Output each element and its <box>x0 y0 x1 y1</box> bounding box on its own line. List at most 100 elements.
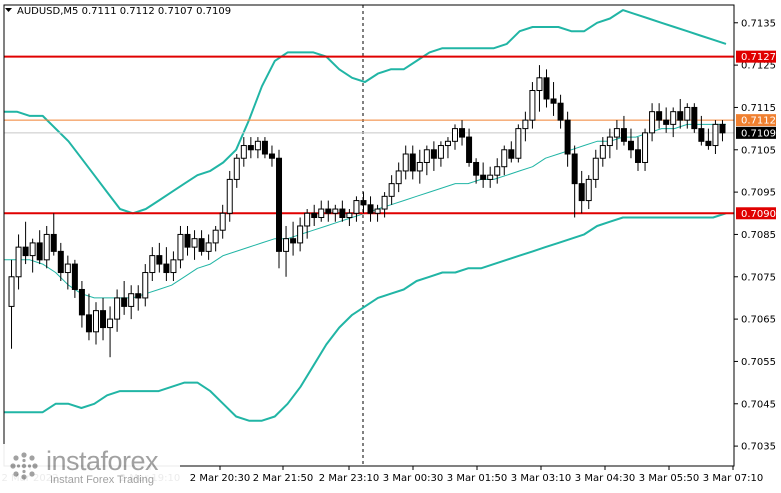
candle-body-bull <box>212 229 219 244</box>
instaforex-logo-icon <box>10 452 38 480</box>
watermark-tagline: Instant Forex Trading <box>50 474 154 486</box>
candle-body-bull <box>142 272 149 299</box>
candle-body-bear <box>430 149 437 159</box>
candle-body-bull <box>240 145 247 159</box>
candle-body-bear <box>121 297 128 307</box>
price-tag-0.7112 <box>736 114 776 127</box>
candle-body-bear <box>543 77 550 100</box>
candle-body-bear <box>311 212 318 219</box>
candle-body-bear <box>22 246 29 257</box>
candle-body-bear <box>571 153 578 185</box>
price-tag-0.7109 <box>736 126 776 139</box>
x-tick-label: 3 Mar 05:50 <box>639 473 699 484</box>
candle-body-bear <box>268 153 275 159</box>
candle-body-bull <box>346 212 353 219</box>
candle-body-bear <box>163 263 170 274</box>
price-tag-label: 0.7112 <box>741 116 776 127</box>
candle-body-bull <box>529 90 536 121</box>
candle-body-bear <box>557 102 564 121</box>
candle-body-bull <box>670 111 677 125</box>
candle-body-bull <box>205 242 212 252</box>
candle-body-bull <box>107 318 114 329</box>
candle-body-bull <box>585 178 592 202</box>
candle-body-bear <box>36 242 43 261</box>
candle-body-bull <box>332 208 339 214</box>
bollinger-lower-band <box>4 212 727 422</box>
candle-body-bull <box>712 123 719 147</box>
y-tick-label: 0.7115 <box>741 103 776 114</box>
x-tick-label: 3 Mar 03:10 <box>511 473 571 484</box>
candle-body-bull <box>114 297 121 320</box>
candle-body-bear <box>71 263 78 290</box>
candle-body-bear <box>635 149 642 163</box>
chart-header: AUDUSD,M5 0.7111 0.7112 0.7107 0.7109 <box>5 6 231 17</box>
candle-body-bear <box>276 157 283 252</box>
candle-body-bear <box>247 145 254 151</box>
candle-body-bull <box>8 276 15 307</box>
candle-body-bull <box>437 145 444 159</box>
candle-body-bull <box>254 140 261 151</box>
candle-body-bear <box>100 310 107 329</box>
chart-axes <box>3 4 735 467</box>
x-tick-label: 3 Mar 00:30 <box>383 473 443 484</box>
candle-body-bear <box>677 111 684 121</box>
candle-body-bear <box>50 233 57 252</box>
candle-body-bull <box>318 208 325 219</box>
price-tag-0.7127 <box>736 50 776 63</box>
plot-frame <box>3 4 735 467</box>
candle-body-bull <box>649 111 656 134</box>
candle-body-bull <box>128 293 135 307</box>
candle-body-bear <box>705 140 712 147</box>
candle-body-bear <box>339 208 346 219</box>
candle-body-bear <box>564 119 571 155</box>
candle-body-bear <box>663 119 670 125</box>
price-tag-label: 0.7090 <box>741 209 776 220</box>
candle-body-bull <box>642 132 649 163</box>
candle-body-bull <box>592 157 599 180</box>
candle-body-bear <box>620 128 627 142</box>
candle-body-bear <box>156 255 163 265</box>
collapse-arrow-icon[interactable] <box>5 8 12 12</box>
candle-body-bear <box>698 128 705 142</box>
x-tick-label: 2 Mar 23:10 <box>319 473 379 484</box>
candle-body-bull <box>374 208 381 214</box>
candle-body-bull <box>170 259 177 274</box>
candle-body-bull <box>515 128 522 159</box>
candle-body-bear <box>409 153 416 172</box>
candle-body-bear <box>719 123 726 134</box>
y-tick-label: 0.7035 <box>741 442 776 453</box>
candle-body-bull <box>487 174 494 180</box>
candle-body-bull <box>613 128 620 138</box>
y-tick-label: 0.7125 <box>741 61 776 72</box>
y-tick-label: 0.7085 <box>741 230 776 241</box>
candle-body-bear <box>135 293 142 299</box>
candle-body-bull <box>381 195 388 210</box>
candle-body-bear <box>656 111 663 121</box>
bollinger-bands <box>4 9 727 422</box>
x-tick-label: 2 Mar 20:30 <box>190 473 250 484</box>
candle-body-bull <box>92 310 99 333</box>
candle-body-bear <box>691 106 698 130</box>
candle-body-bear <box>550 98 557 104</box>
y-tick-label: 0.7135 <box>741 18 776 29</box>
candle-body-bull <box>177 233 184 261</box>
y-tick-label: 0.7095 <box>741 188 776 199</box>
candle-body-bear <box>57 250 64 274</box>
candle-body-bull <box>219 212 226 231</box>
y-tick-label: 0.7075 <box>741 272 776 283</box>
candle-body-bear <box>184 233 191 248</box>
candle-body-bull <box>304 212 311 227</box>
candle-body-bear <box>480 174 487 180</box>
candles <box>8 65 726 358</box>
candle-body-bull <box>451 128 458 142</box>
watermark: instaforex Instant Forex Trading <box>0 444 180 489</box>
candle-body-bull <box>388 183 395 197</box>
candle-body-bull <box>15 246 22 278</box>
candle-body-bear <box>627 140 634 151</box>
candle-body-bull <box>444 140 451 147</box>
price-tag-label: 0.7109 <box>741 128 776 139</box>
y-tick-label: 0.7055 <box>741 357 776 368</box>
candle-body-bear <box>360 200 367 206</box>
